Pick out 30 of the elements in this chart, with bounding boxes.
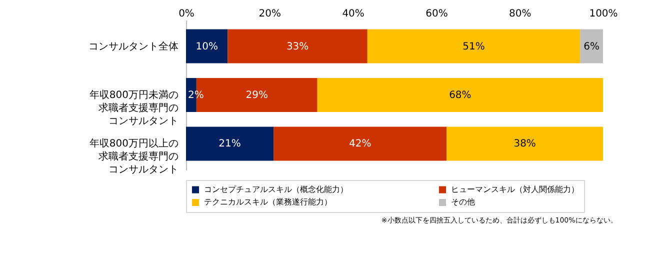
y-tick-label: 年収800万円未満の求職者支援専門のコンサルタント [89,89,178,127]
x-tick-label: 20% [258,8,282,20]
data-label: 10% [196,41,218,52]
y-tick-label: 年収800万円以上の求職者支援専門のコンサルタント [89,138,178,176]
data-label: 68% [449,90,472,101]
x-tick-label: 80% [508,8,532,20]
x-tick-label: 0% [178,8,194,20]
bar [274,126,447,161]
y-tick-label: コンサルタント全体 [88,40,178,52]
x-tick-label: 100% [589,8,618,20]
legend-label: ヒューマンスキル（対人関係能力） [451,184,579,194]
x-tick-label: 40% [342,8,364,20]
bar [228,29,368,64]
data-label: 51% [462,41,485,52]
legend-label: その他 [451,198,475,206]
bar [367,29,580,64]
bar [186,29,228,64]
bar [580,29,603,64]
data-label: 29% [246,90,268,101]
data-label: 38% [514,138,536,150]
legend-label: テクニカルスキル（業務遂行能力） [204,198,332,206]
data-label: 6% [584,41,600,52]
bar [317,78,603,112]
bar [186,126,274,161]
bar [446,126,603,161]
data-label: 33% [286,41,309,52]
x-tick-label: 60% [426,8,448,20]
data-label: 21% [218,138,241,150]
data-label: 42% [348,138,372,150]
legend-label: コンセプチュアルスキル（概念化能力） [204,184,348,194]
